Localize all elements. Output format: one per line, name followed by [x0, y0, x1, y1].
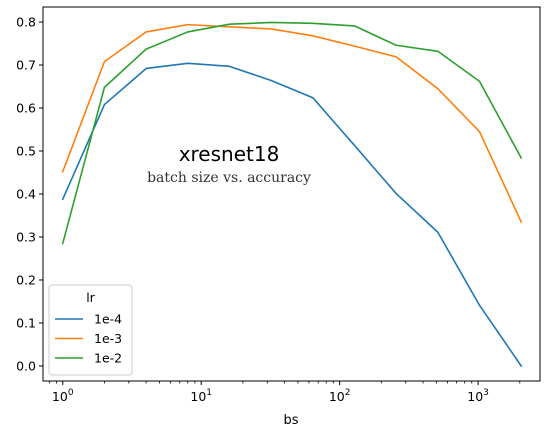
- y-tick-label: 0.7: [16, 58, 36, 73]
- x-axis-label: bs: [283, 413, 298, 428]
- y-tick-label: 0.5: [16, 144, 36, 159]
- x-tick-exponent: 3: [483, 388, 489, 398]
- y-tick-label: 0.0: [16, 358, 36, 373]
- x-tick-exponent: 0: [68, 388, 74, 398]
- y-tick-label: 0.3: [16, 229, 36, 244]
- legend: lr 1e-4 1e-3 1e-2: [48, 284, 133, 376]
- x-tick-label: 102: [329, 388, 351, 404]
- legend-title: lr: [86, 290, 95, 305]
- x-tick-exponent: 2: [345, 388, 351, 398]
- x-tick-base: 10: [467, 389, 483, 404]
- chart-title: xresnet18: [179, 142, 280, 166]
- series-line-1e-4: [61, 62, 523, 368]
- x-tick-exponent: 1: [206, 388, 212, 398]
- y-tick-label: 0.6: [16, 101, 36, 116]
- y-tick-label: 0.4: [16, 187, 36, 202]
- x-tick-label: 103: [467, 388, 489, 404]
- x-tick-base: 10: [190, 389, 206, 404]
- x-tick-label: 100: [52, 388, 74, 404]
- legend-box: [48, 284, 133, 376]
- series-line-1e-2: [61, 21, 523, 245]
- y-tick-label: 0.1: [16, 315, 36, 330]
- series-line-1e-3: [61, 23, 523, 224]
- y-tick-label: 0.8: [16, 15, 36, 30]
- y-tick-label: 0.2: [16, 272, 36, 287]
- chart-subtitle: batch size vs. accuracy: [147, 170, 311, 186]
- x-tick-base: 10: [52, 389, 68, 404]
- legend-label: 1e-3: [94, 331, 122, 346]
- legend-label: 1e-2: [94, 351, 122, 366]
- series-lines: [61, 21, 523, 368]
- legend-label: 1e-4: [94, 312, 122, 327]
- x-tick-base: 10: [329, 389, 345, 404]
- x-tick-label: 101: [190, 388, 212, 404]
